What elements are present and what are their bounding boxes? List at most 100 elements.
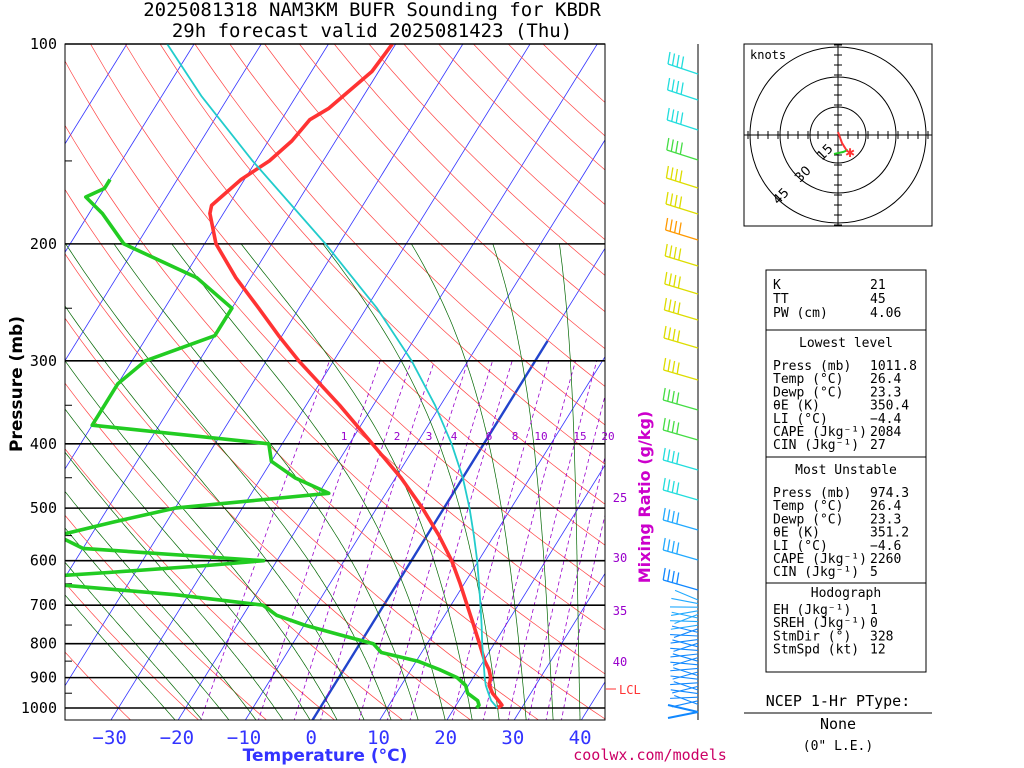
wind-barb: [672, 685, 699, 694]
mixing-ratio-label: 20: [601, 430, 614, 443]
wind-barb-column: [662, 51, 699, 719]
index-value: 974.3: [870, 486, 909, 501]
index-value: 2084: [870, 425, 901, 440]
moist-adiabat: [171, 243, 446, 720]
wind-barb: [670, 620, 699, 623]
temperature-tick-label: −30: [93, 727, 127, 749]
pressure-tick-label: 700: [30, 596, 57, 614]
wind-barb: [662, 357, 699, 381]
wind-barb: [665, 191, 699, 215]
wind-barb: [673, 667, 699, 677]
freezing-isotherm: [311, 340, 549, 720]
wind-barb: [671, 597, 699, 605]
wind-barb: [670, 667, 699, 672]
precip-type-panel: NCEP 1-Hr PType: None (0" L.E.): [744, 692, 932, 754]
wind-barb: [674, 694, 699, 705]
index-label: TT: [773, 292, 789, 307]
wind-barb: [671, 700, 699, 708]
wind-barb: [667, 51, 699, 75]
dry-adiabat: [438, 44, 605, 205]
dry-adiabat: [299, 44, 605, 350]
mixing-ratio-label: 15: [573, 430, 586, 443]
index-label: θE (K): [773, 399, 820, 414]
pressure-tick-label: 900: [30, 669, 57, 687]
index-value: 351.2: [870, 526, 909, 541]
wind-barb: [664, 243, 699, 267]
index-value: 0: [870, 616, 878, 631]
index-label: PW (cm): [773, 306, 828, 321]
wind-barb: [663, 325, 699, 349]
index-value: 1011.8: [870, 359, 917, 374]
wind-barb: [672, 639, 699, 648]
moist-adiabat: [322, 243, 500, 720]
mixing-ratio-label: 10: [534, 430, 547, 443]
dry-adiabat: [264, 44, 605, 387]
mixing-ratio-line: [451, 360, 550, 720]
chart-subtitle: 29h forecast valid 2025081423 (Thu): [172, 20, 572, 42]
mixing-ratio-label: 8: [512, 430, 519, 443]
mixing-ratio-label: 4: [451, 430, 458, 443]
index-label: Temp (°C): [773, 372, 843, 387]
index-label: CIN (Jkg⁻¹): [773, 565, 859, 580]
temperature-axis-label: Temperature (°C): [243, 746, 408, 766]
chart-title: 2025081318 NAM3KM BUFR Sounding for KBDR: [143, 0, 601, 21]
index-value: 1: [870, 603, 878, 618]
index-label: Dewp (°C): [773, 512, 843, 527]
isotherm-line: [65, 44, 397, 579]
isotherm-line: [513, 572, 605, 720]
dry-adiabat: [65, 448, 336, 720]
index-label: SREH (Jkg⁻¹): [773, 616, 867, 631]
mixing-ratio-line: [320, 360, 435, 720]
wind-barb: [662, 417, 699, 441]
mixing-ratio-line: [386, 360, 493, 720]
isotherm-line: [177, 44, 598, 720]
temperature-tick-label: −10: [227, 727, 261, 749]
dry-adiabat: [65, 651, 131, 720]
indices-table: K 21 TT 45 PW (cm) 4.06 Lowest level Press (mb)…: [765, 269, 927, 673]
wind-barb: [671, 625, 699, 633]
pressure-tick-label: 1000: [21, 699, 57, 717]
index-value: 2260: [870, 552, 901, 567]
index-label: CAPE (Jkg⁻¹): [773, 552, 867, 567]
pressure-tick-label: 500: [30, 499, 57, 517]
mixing-ratio-label: 35: [613, 604, 627, 618]
mixing-ratio-label: 6: [486, 430, 493, 443]
isotherm-line: [379, 355, 605, 720]
wind-barb: [666, 137, 699, 161]
mixing-ratio-line: [528, 394, 605, 720]
index-label: Temp (°C): [773, 499, 843, 514]
wind-barb: [670, 610, 699, 616]
index-label: LI (°C): [773, 412, 828, 427]
pressure-tick-label: 800: [30, 635, 57, 653]
wind-barb: [674, 589, 699, 601]
wind-barb: [662, 567, 699, 591]
wind-barb: [672, 653, 699, 662]
mixing-ratio-axis-label: Mixing Ratio (g/kg): [635, 411, 654, 583]
index-value: 26.4: [870, 499, 901, 514]
mixing-ratio-label: 40: [613, 655, 627, 669]
index-value: 27: [870, 438, 886, 453]
pressure-tick-label: 400: [30, 435, 57, 453]
mixing-ratio-label: 3: [426, 430, 433, 443]
index-label: StmSpd (kt): [773, 643, 859, 658]
wind-barb: [662, 387, 699, 411]
index-label: K: [773, 278, 781, 293]
index-value: 5: [870, 565, 878, 580]
temperature-tick-label: 10: [367, 727, 390, 749]
isotherm-line: [65, 44, 329, 470]
index-label: CAPE (Jkg⁻¹): [773, 425, 867, 440]
wind-barb: [671, 611, 699, 619]
wind-barb: [666, 77, 699, 101]
dry-adiabat: [90, 44, 605, 588]
temperature-tick-label: 40: [569, 727, 592, 749]
index-value: 350.4: [870, 399, 909, 414]
pressure-tick-label: 300: [30, 352, 57, 370]
dry-adiabat: [125, 44, 605, 546]
wind-barb: [662, 447, 699, 471]
temperature-tick-label: −20: [160, 727, 194, 749]
index-value: −4.4: [870, 412, 901, 427]
wind-barb: [663, 297, 699, 321]
dry-adiabat: [65, 188, 605, 720]
index-value: 12: [870, 643, 886, 658]
